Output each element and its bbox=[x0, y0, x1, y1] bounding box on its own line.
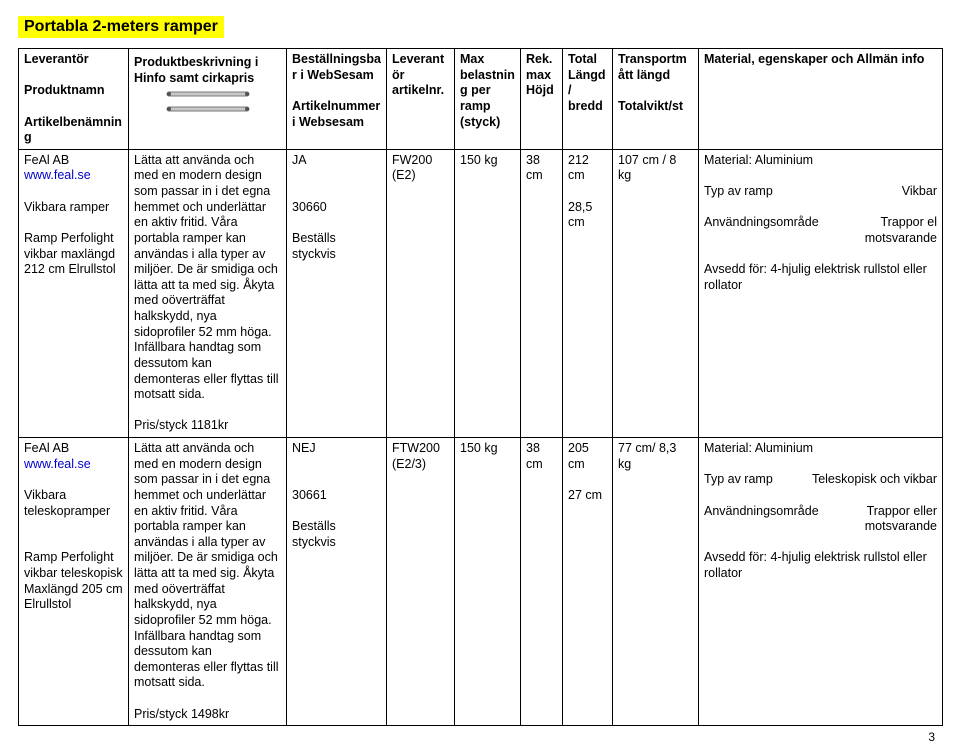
mat-value: Aluminium bbox=[755, 153, 813, 167]
max-load: 150 kg bbox=[460, 153, 498, 167]
description-text: Lätta att använda och med en modern desi… bbox=[134, 441, 279, 689]
header-total-weight-label: Totalvikt/st bbox=[618, 99, 693, 115]
type-value: Teleskopisk och vikbar bbox=[812, 472, 937, 488]
cell-rec-height: 38 cm bbox=[521, 149, 563, 437]
header-description-label: Produktbeskrivning i Hinfo samt cirkapri… bbox=[134, 55, 281, 86]
header-ws-no-label: Artikelnummer i Websesam bbox=[292, 99, 381, 130]
header-max-load: Max belastning per ramp (styck) bbox=[455, 49, 521, 150]
header-orderable: Beställningsbar i WebSesam Artikelnummer… bbox=[287, 49, 387, 150]
transport-len: 107 cm / 8 kg bbox=[618, 153, 676, 183]
type-value: Vikbar bbox=[902, 184, 937, 200]
supplier-link[interactable]: www.feal.se bbox=[24, 168, 91, 182]
mat-value: Aluminium bbox=[755, 441, 813, 455]
order-info: Beställs styckvis bbox=[292, 519, 336, 549]
cell-transport: 77 cm/ 8,3 kg bbox=[613, 438, 699, 726]
header-rec-height-label: Rek. max Höjd bbox=[526, 52, 557, 99]
header-description: Produktbeskrivning i Hinfo samt cirkapri… bbox=[129, 49, 287, 150]
supplier-link[interactable]: www.feal.se bbox=[24, 457, 91, 471]
ws-no: 30661 bbox=[292, 488, 327, 502]
product-table: Leverantör Produktnamn Artikelbenämning … bbox=[18, 48, 943, 726]
order-info: Beställs styckvis bbox=[292, 231, 336, 261]
use-label: Användningsområde bbox=[704, 504, 819, 535]
header-supplier-article: Leverantör artikelnr. bbox=[387, 49, 455, 150]
cell-length: 212 cm 28,5 cm bbox=[563, 149, 613, 437]
header-supplier-label: Leverantör bbox=[24, 52, 123, 68]
header-total-length: Total Längd/ bredd bbox=[563, 49, 613, 150]
cell-supplier-art: FW200 (E2) bbox=[387, 149, 455, 437]
max-load: 150 kg bbox=[460, 441, 498, 455]
cell-supplier: FeAl AB www.feal.se Vikbara ramper Ramp … bbox=[19, 149, 129, 437]
article-name: Ramp Perfolight vikbar teleskopisk Maxlä… bbox=[24, 550, 123, 611]
intended: Avsedd för: 4-hjulig elektrisk rullstol … bbox=[704, 550, 927, 580]
ramp-icon bbox=[163, 102, 253, 116]
header-supplier-article-label: Leverantör artikelnr. bbox=[392, 52, 449, 99]
orderable-value: JA bbox=[292, 153, 307, 167]
ramp-icon bbox=[163, 87, 253, 101]
price-text: Pris/styck 1498kr bbox=[134, 707, 229, 721]
page-title: Portabla 2-meters ramper bbox=[18, 16, 224, 38]
orderable-value: NEJ bbox=[292, 441, 316, 455]
supplier-art: FW200 (E2) bbox=[392, 153, 432, 183]
length: 212 cm bbox=[568, 153, 589, 183]
header-transport: Transportmått längd Totalvikt/st bbox=[613, 49, 699, 150]
cell-transport: 107 cm / 8 kg bbox=[613, 149, 699, 437]
table-row: FeAl AB www.feal.se Vikbara ramper Ramp … bbox=[19, 149, 943, 437]
use-label: Användningsområde bbox=[704, 215, 819, 246]
cell-supplier: FeAl AB www.feal.se Vikbara teleskopramp… bbox=[19, 438, 129, 726]
header-material: Material, egenskaper och Allmän info bbox=[699, 49, 943, 150]
cell-description: Lätta att använda och med en modern desi… bbox=[129, 149, 287, 437]
header-max-load-label: Max belastning per ramp (styck) bbox=[460, 52, 515, 130]
header-transport-label: Transportmått längd bbox=[618, 52, 693, 83]
header-orderable-label: Beställningsbar i WebSesam bbox=[292, 52, 381, 83]
width: 27 cm bbox=[568, 488, 602, 502]
header-total-length-label: Total Längd/ bredd bbox=[568, 52, 607, 115]
use-value: Trappor el motsvarande bbox=[819, 215, 937, 246]
product-name: Vikbara teleskopramper bbox=[24, 488, 110, 518]
cell-material: Material: Aluminium Typ av ramp Teleskop… bbox=[699, 438, 943, 726]
cell-max-load: 150 kg bbox=[455, 438, 521, 726]
length: 205 cm bbox=[568, 441, 589, 471]
header-supplier: Leverantör Produktnamn Artikelbenämning bbox=[19, 49, 129, 150]
intended: Avsedd för: 4-hjulig elektrisk rullstol … bbox=[704, 262, 927, 292]
cell-max-load: 150 kg bbox=[455, 149, 521, 437]
table-header-row: Leverantör Produktnamn Artikelbenämning … bbox=[19, 49, 943, 150]
cell-material: Material: Aluminium Typ av ramp Vikbar A… bbox=[699, 149, 943, 437]
supplier-art: FTW200 (E2/3) bbox=[392, 441, 440, 471]
width: 28,5 cm bbox=[568, 200, 592, 230]
supplier-name: FeAl AB bbox=[24, 441, 69, 455]
rec-height: 38 cm bbox=[526, 441, 543, 471]
mat-label: Material: bbox=[704, 441, 752, 455]
description-text: Lätta att använda och med en modern desi… bbox=[134, 153, 279, 401]
cell-length: 205 cm 27 cm bbox=[563, 438, 613, 726]
cell-orderable: NEJ 30661 Beställs styckvis bbox=[287, 438, 387, 726]
mat-label: Material: bbox=[704, 153, 752, 167]
type-label: Typ av ramp bbox=[704, 184, 773, 200]
header-rec-height: Rek. max Höjd bbox=[521, 49, 563, 150]
ws-no: 30660 bbox=[292, 200, 327, 214]
rec-height: 38 cm bbox=[526, 153, 543, 183]
type-label: Typ av ramp bbox=[704, 472, 773, 488]
cell-orderable: JA 30660 Beställs styckvis bbox=[287, 149, 387, 437]
header-article-name-label: Artikelbenämning bbox=[24, 115, 123, 146]
page-number: 3 bbox=[18, 726, 941, 744]
header-product-name-label: Produktnamn bbox=[24, 83, 123, 99]
use-value: Trappor eller motsvarande bbox=[819, 504, 937, 535]
product-name: Vikbara ramper bbox=[24, 200, 109, 214]
table-row: FeAl AB www.feal.se Vikbara teleskopramp… bbox=[19, 438, 943, 726]
cell-supplier-art: FTW200 (E2/3) bbox=[387, 438, 455, 726]
transport-len: 77 cm/ 8,3 kg bbox=[618, 441, 676, 471]
cell-rec-height: 38 cm bbox=[521, 438, 563, 726]
article-name: Ramp Perfolight vikbar maxlängd 212 cm E… bbox=[24, 231, 116, 276]
header-material-label: Material, egenskaper och Allmän info bbox=[704, 52, 937, 68]
price-text: Pris/styck 1181kr bbox=[134, 418, 228, 432]
supplier-name: FeAl AB bbox=[24, 153, 69, 167]
cell-description: Lätta att använda och med en modern desi… bbox=[129, 438, 287, 726]
